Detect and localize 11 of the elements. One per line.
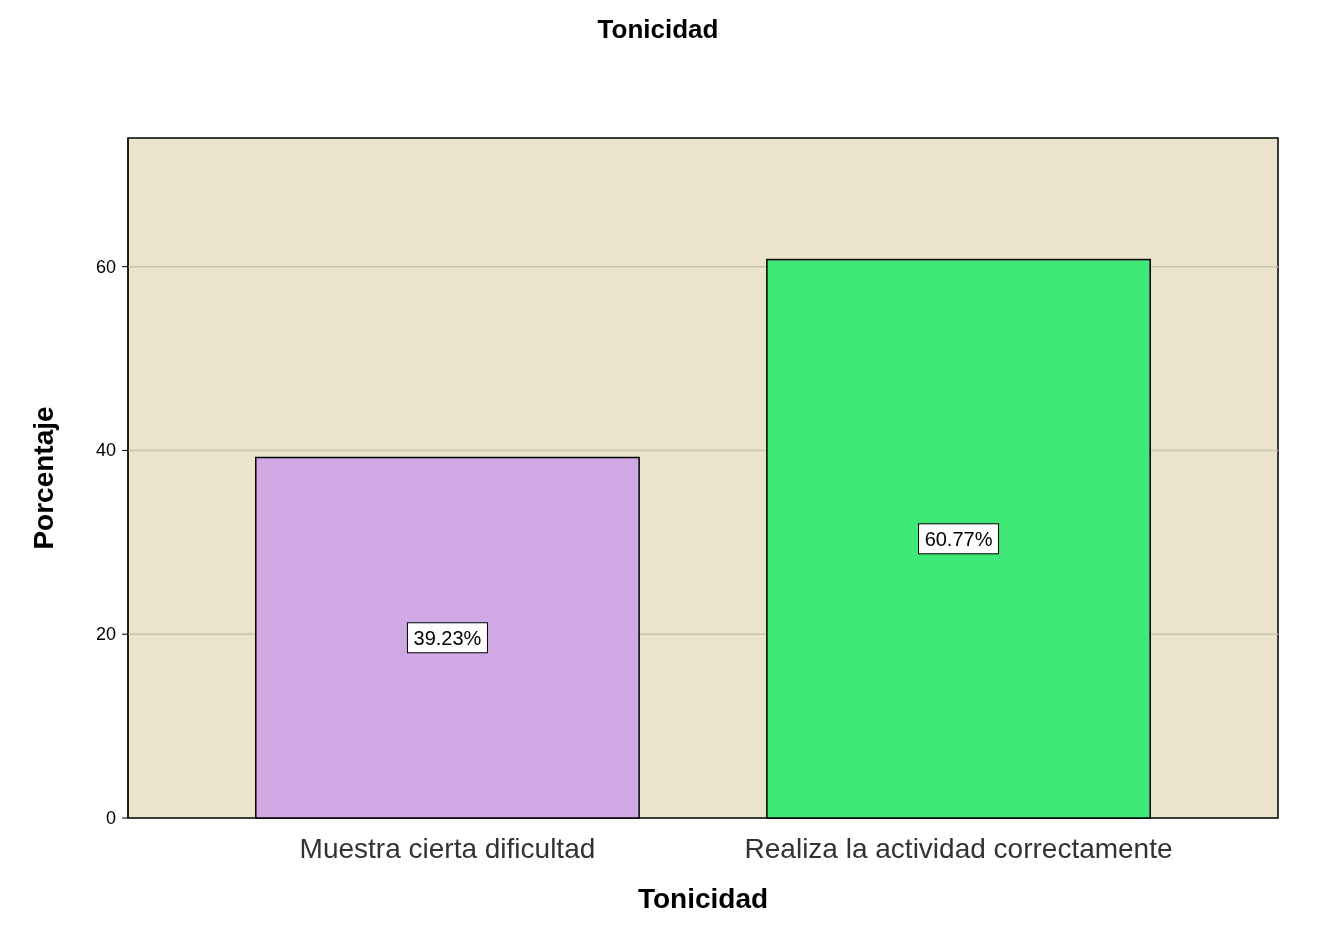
y-tick-label: 20 [95, 624, 116, 645]
y-tick-label: 60 [95, 256, 116, 277]
data-label: 60.77% [924, 527, 993, 550]
y-tick-label: 40 [95, 440, 116, 461]
chart-title: Tonicidad [597, 14, 719, 44]
x-tick-label: Muestra cierta dificultad [299, 833, 596, 864]
data-label: 39.23% [413, 626, 482, 649]
y-axis-title: Porcentaje [28, 406, 59, 550]
y-tick-label: 0 [105, 808, 116, 828]
x-axis-title: Tonicidad [637, 883, 769, 914]
x-tick-label: Realiza la actividad correctamente [744, 833, 1173, 864]
